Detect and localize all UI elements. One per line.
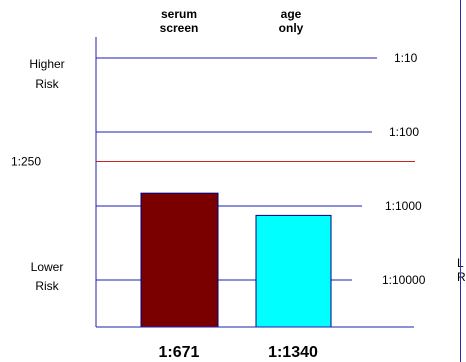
risk-side-label-0-1: Risk bbox=[35, 77, 59, 91]
category-label-0-0: serum bbox=[161, 7, 197, 21]
risk-side-label-1-1: Risk bbox=[35, 279, 59, 293]
category-label-1-0: age bbox=[281, 7, 302, 21]
value-label-1: 1:1340 bbox=[268, 344, 318, 361]
category-label-1-1: only bbox=[279, 21, 304, 35]
risk-side-label-0-0: Higher bbox=[29, 57, 64, 71]
right-edge-line bbox=[460, 0, 461, 362]
clipped-label-bottom: R bbox=[457, 270, 466, 284]
value-label-0: 1:671 bbox=[159, 344, 200, 361]
risk-label-1-100: 1:100 bbox=[389, 125, 419, 139]
cutoff-label: 1:250 bbox=[11, 154, 41, 168]
risk-label-1-10: 1:10 bbox=[394, 51, 418, 65]
risk-side-label-1-0: Lower bbox=[31, 260, 64, 274]
category-label-0-1: screen bbox=[160, 21, 199, 35]
risk-label-1-1000: 1:1000 bbox=[385, 199, 422, 213]
risk-label-1-10000: 1:10000 bbox=[382, 273, 426, 287]
bar-0 bbox=[140, 192, 219, 328]
bar-1 bbox=[255, 214, 332, 328]
